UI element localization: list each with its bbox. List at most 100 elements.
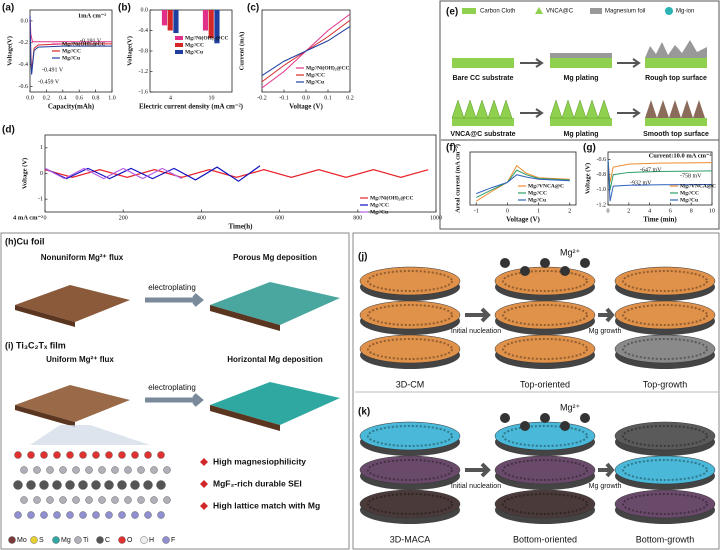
- mg-ion: [520, 421, 530, 431]
- x-tick-label: 0: [607, 208, 610, 214]
- vnca-array: [451, 99, 513, 119]
- substrate: [645, 58, 707, 68]
- atom: [124, 466, 132, 474]
- chart: (d) 4 mA cm⁻² Time(h) Voltage (V) -1 0 1 0 200 40…: [2, 125, 442, 231]
- legend-label: Mg//CC: [528, 190, 547, 196]
- mg-ion: [580, 413, 590, 423]
- series-line: [607, 159, 713, 202]
- flux-label: Uniform Mg²⁺ flux: [46, 355, 114, 364]
- x-tick-label: 0: [506, 208, 509, 214]
- x-tick-label: -0.1: [279, 95, 289, 101]
- pore-pattern: [502, 270, 588, 292]
- panel-h: (h)Cu foil Nonuniform Mg²⁺ flux electrop…: [5, 236, 340, 331]
- arrow: [598, 462, 615, 478]
- y-axis-label: Voltage (V): [21, 158, 28, 189]
- mg-ion: [540, 258, 550, 268]
- x-tick-label: 4: [169, 95, 172, 101]
- atom: [72, 466, 80, 474]
- x-tick-label: 10: [709, 208, 715, 214]
- film-edge: [210, 405, 280, 431]
- y-axis-label: Areal current (mA cm⁻²): [454, 144, 461, 213]
- mg-ion: [540, 413, 550, 423]
- series-line: [475, 164, 570, 202]
- atom: [144, 511, 152, 519]
- element-label: Mg: [61, 537, 71, 544]
- x-tick-label: 600: [275, 215, 284, 221]
- feature: MgF₂-rich durable SEI: [213, 478, 302, 488]
- x-tick-label: 400: [197, 215, 206, 221]
- flux-label: Nonuniform Mg²⁺ flux: [41, 253, 124, 262]
- x-tick-label: 4: [648, 208, 651, 214]
- pore-pattern: [367, 338, 453, 360]
- atom: [39, 480, 49, 490]
- mg-layer: [645, 100, 705, 118]
- chart: (c) Voltage (V) Current (mA) -0.2 -0.1 0.0 0.1…: [238, 3, 353, 111]
- annotation: -0.491 V: [42, 67, 64, 73]
- atom: [144, 451, 152, 459]
- stage-label: 3D-MACA: [390, 534, 431, 544]
- legend-text: Mg-ion: [676, 9, 694, 15]
- pore-pattern: [622, 270, 708, 292]
- vnca-array: [549, 99, 611, 119]
- atom: [98, 496, 106, 504]
- y-tick-label: 0: [40, 171, 43, 177]
- x-tick-label: 0.0: [302, 95, 310, 101]
- bullet: [200, 458, 208, 466]
- legend-icon: [590, 8, 602, 14]
- x-tick-label: 1.0: [108, 95, 116, 101]
- atom: [131, 511, 139, 519]
- subtitle: 1mA cm⁻²: [78, 12, 106, 19]
- legend-icon: [462, 8, 476, 14]
- legend-icon: [665, 7, 673, 15]
- legend-label: Mg//CC: [62, 48, 81, 54]
- bar: [173, 10, 179, 34]
- series-line: [44, 169, 429, 178]
- x-tick-label: 0.2: [346, 95, 354, 101]
- atom: [79, 511, 87, 519]
- chart: (f) Voltage (V) Areal current (mA cm⁻²) -1 0…: [446, 143, 577, 224]
- atom: [53, 511, 61, 519]
- panel-label: (g): [583, 143, 596, 154]
- pore-pattern: [367, 459, 453, 481]
- atom: [91, 480, 101, 490]
- y-tick-label: -0.4: [139, 28, 149, 34]
- mg-deposit: [210, 382, 340, 425]
- legend-icon: [535, 7, 543, 14]
- annotation: -0.191 V: [80, 38, 102, 44]
- arrow: [465, 462, 491, 478]
- pore-pattern: [502, 304, 588, 326]
- mg-ion: [500, 413, 510, 423]
- substrate: [452, 58, 514, 68]
- element-label: S: [39, 537, 44, 544]
- x-tick-label: 10: [209, 95, 215, 101]
- annotation: -932 mV: [630, 180, 652, 186]
- atom: [65, 480, 75, 490]
- atom: [124, 496, 132, 504]
- arrow: [145, 393, 204, 407]
- cu-foil-edge: [15, 305, 75, 327]
- bullet: [200, 502, 208, 510]
- bar: [161, 10, 168, 26]
- x-tick-label: 0: [44, 215, 47, 221]
- y-axis-label: Voltage (V): [584, 163, 591, 194]
- y-axis-label: Voltage(V): [126, 36, 133, 66]
- legend-label: Mg//Cu: [528, 197, 546, 203]
- pore-pattern: [367, 270, 453, 292]
- panel-label: (f): [446, 143, 456, 154]
- atom: [14, 511, 22, 519]
- features: High magnesiophilicity MgF₂-rich durable …: [200, 456, 320, 510]
- scaffold-layer: [614, 421, 716, 451]
- subtitle: 4 mA cm⁻²: [13, 214, 43, 221]
- pore-pattern: [622, 304, 708, 326]
- step-label: VNCA@C substrate: [450, 131, 515, 138]
- series-line: [29, 15, 112, 75]
- atom: [40, 511, 48, 519]
- x-tick-label: 0.8: [92, 95, 100, 101]
- atom: [118, 511, 126, 519]
- pore-pattern: [502, 459, 588, 481]
- mg-ion: [560, 266, 570, 276]
- atom: [105, 451, 113, 459]
- atom: [59, 466, 67, 474]
- step-label: Mg growth: [589, 483, 622, 490]
